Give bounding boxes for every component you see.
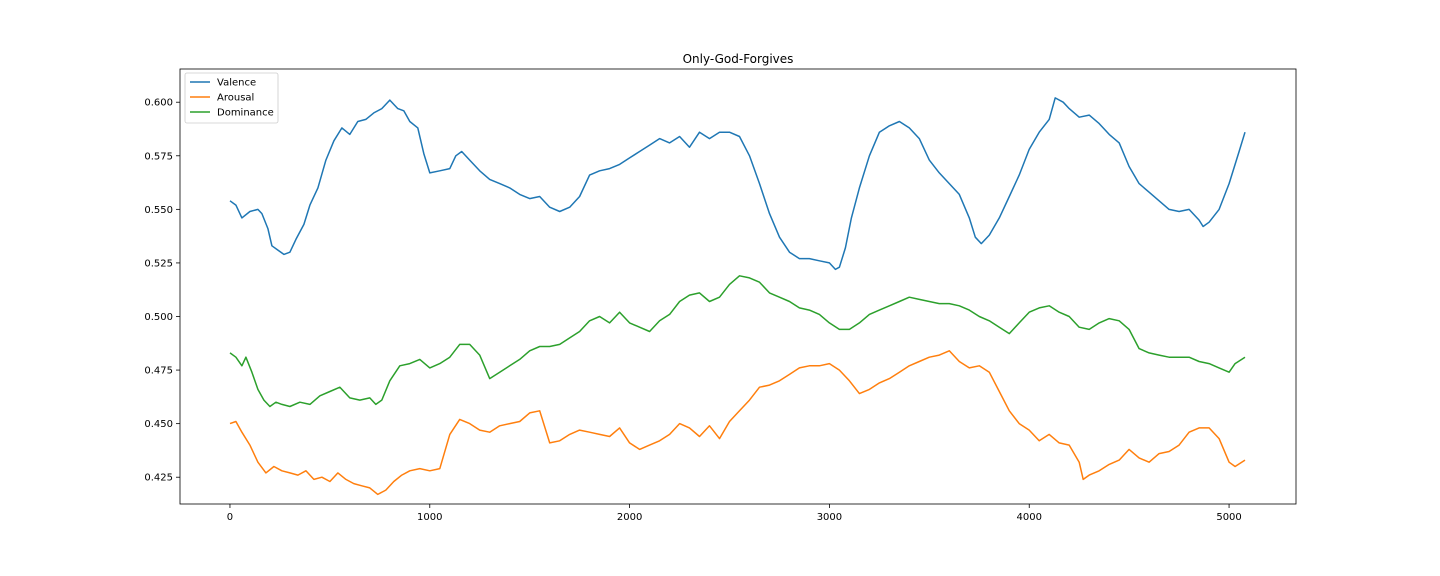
x-tick-label: 4000 xyxy=(1017,512,1042,523)
legend-label-valence: Valence xyxy=(217,78,256,89)
axes: 0 1000 2000 3000 4000 5000 0.425 0.450 0.475 0.50… xyxy=(144,68,1297,523)
x-tick-label: 1000 xyxy=(417,512,442,523)
y-tick-label: 0.600 xyxy=(144,98,173,109)
plot-frame xyxy=(179,68,1297,505)
x-tick-label: 2000 xyxy=(617,512,642,523)
chart-title: Only-God-Forgives xyxy=(683,52,794,66)
legend-label-arousal: Arousal xyxy=(217,93,254,104)
x-tick-label: 5000 xyxy=(1216,512,1241,523)
series-line-arousal xyxy=(229,350,1246,496)
plot-area xyxy=(229,97,1246,496)
y-tick-label: 0.550 xyxy=(144,205,173,216)
y-tick-label: 0.450 xyxy=(144,419,173,430)
y-tick-label: 0.500 xyxy=(144,312,173,323)
y-tick-label: 0.475 xyxy=(144,366,173,377)
y-tick-label: 0.525 xyxy=(144,258,173,269)
legend: Valence Arousal Dominance xyxy=(184,72,279,124)
series-line-valence xyxy=(229,97,1246,271)
x-tick-label: 0 xyxy=(227,512,233,523)
y-tick-label: 0.575 xyxy=(144,151,173,162)
legend-label-dominance: Dominance xyxy=(217,108,274,119)
y-tick-label: 0.425 xyxy=(144,473,173,484)
series-line-dominance xyxy=(229,275,1246,408)
x-tick-label: 3000 xyxy=(817,512,842,523)
legend-box xyxy=(184,72,279,124)
